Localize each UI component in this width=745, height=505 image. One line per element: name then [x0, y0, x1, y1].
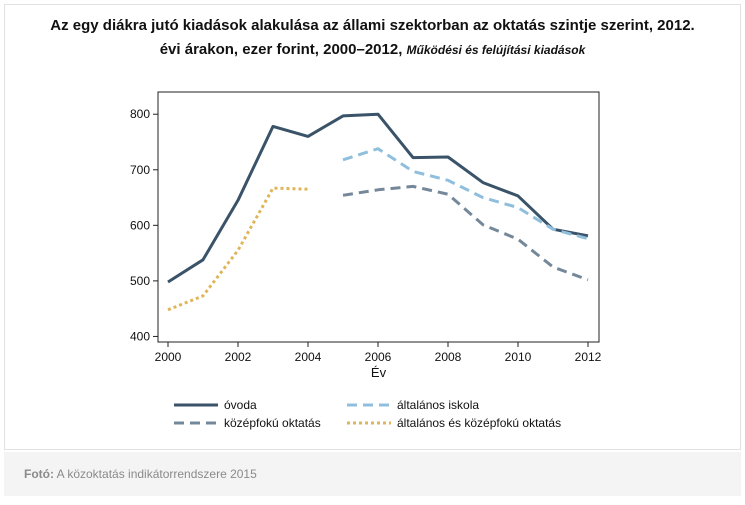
y-tick-label: 700 — [130, 163, 150, 177]
series-line-3 — [342, 184, 589, 282]
series-line-4 — [167, 186, 309, 312]
caption-bar: Fotó: A közoktatás indikátorrendszere 20… — [4, 452, 741, 496]
legend-label: általános iskola — [397, 398, 479, 412]
series-line-1 — [167, 112, 589, 284]
legend: óvoda általános iskola középfokú oktatás ál… — [174, 398, 561, 430]
x-axis: 2000 2002 2004 2006 2008 2010 2012 — [155, 342, 602, 364]
title-line-2: évi árakon, ezer forint, 2000–2012, Műkö… — [0, 38, 745, 62]
plot-area — [157, 91, 600, 343]
x-tick-label: 2004 — [295, 350, 322, 364]
series-group — [167, 112, 589, 312]
title-line-1: Az egy diákra jutó kiadások alakulása az… — [50, 17, 695, 34]
caption-prefix: Fotó: — [24, 467, 54, 481]
y-tick-label: 400 — [130, 329, 150, 343]
x-tick-label: 2010 — [505, 350, 532, 364]
legend-label: középfokú oktatás — [224, 416, 321, 430]
x-axis-title: Év — [371, 365, 387, 380]
x-tick-label: 2000 — [155, 350, 182, 364]
x-tick-label: 2006 — [365, 350, 392, 364]
title-line-2-main: évi árakon, ezer forint, 2000–2012, — [159, 41, 403, 58]
x-tick-label: 2008 — [435, 350, 462, 364]
y-tick-label: 600 — [130, 218, 150, 232]
chart-title: Az egy diákra jutó kiadások alakulása az… — [0, 14, 745, 62]
y-tick-label: 800 — [130, 107, 150, 121]
legend-label: óvoda — [224, 398, 257, 412]
y-axis: 400 500 600 700 800 — [130, 107, 158, 343]
y-tick-label: 500 — [130, 274, 150, 288]
x-tick-label: 2002 — [225, 350, 252, 364]
series-line-2 — [342, 147, 589, 241]
chart-frame — [4, 4, 741, 450]
title-line-2-subtitle: Működési és felújítási kiadások — [406, 43, 586, 57]
x-tick-label: 2012 — [575, 350, 602, 364]
caption-text: A közoktatás indikátorrendszere 2015 — [56, 467, 257, 481]
legend-label: általános és középfokú oktatás — [397, 416, 561, 430]
photo-caption: Fotó: A közoktatás indikátorrendszere 20… — [24, 467, 257, 481]
